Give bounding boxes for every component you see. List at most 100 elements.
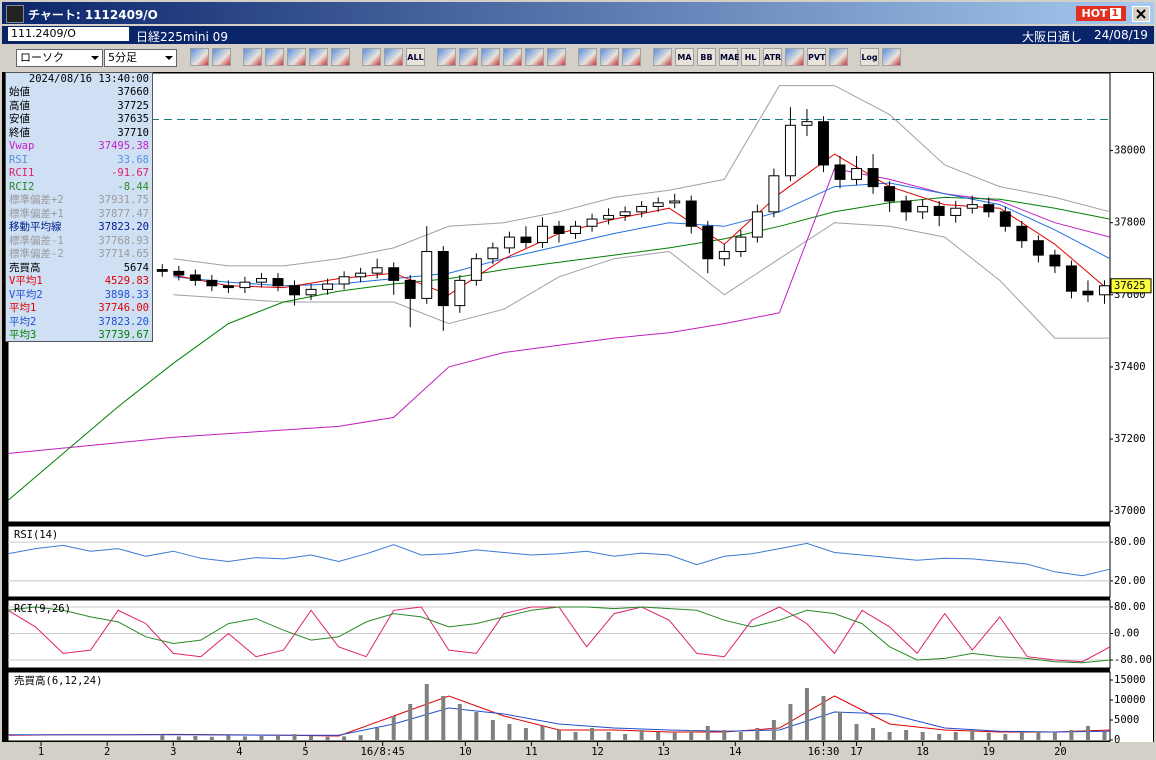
candle-body bbox=[999, 211, 1011, 227]
y-tick-label: 37400 bbox=[1114, 361, 1146, 373]
x-tick-label: 11 bbox=[525, 746, 538, 758]
volume-bar bbox=[540, 726, 545, 740]
info-label: 平均2 bbox=[9, 315, 37, 328]
close-button[interactable] bbox=[1132, 6, 1150, 22]
info-value: 37725 bbox=[117, 99, 149, 112]
tool-button[interactable]: ALL bbox=[406, 48, 425, 66]
tool-button[interactable] bbox=[287, 48, 306, 66]
tool-button[interactable] bbox=[243, 48, 262, 66]
separator bbox=[851, 48, 857, 66]
symbol-input[interactable]: 111.2409/O bbox=[8, 27, 129, 41]
x-tick-label: 18 bbox=[916, 746, 929, 758]
hot-label: HOT bbox=[1081, 7, 1108, 20]
tool-button[interactable] bbox=[547, 48, 566, 66]
tool-button[interactable] bbox=[265, 48, 284, 66]
candle-body bbox=[1016, 225, 1028, 242]
tool-button[interactable] bbox=[882, 48, 901, 66]
interval-select[interactable]: 5分足 bbox=[104, 49, 177, 67]
volume-bar bbox=[672, 732, 677, 740]
volume-bar bbox=[292, 734, 297, 740]
tool-button[interactable] bbox=[212, 48, 231, 66]
tool-button[interactable] bbox=[190, 48, 209, 66]
panel-title: RSI(14) bbox=[14, 529, 58, 541]
tool-button[interactable] bbox=[653, 48, 672, 66]
info-label: 終値 bbox=[9, 126, 30, 139]
tool-button[interactable] bbox=[331, 48, 350, 66]
instrument-name: 日経225mini 09 bbox=[136, 30, 228, 44]
app-icon bbox=[6, 5, 24, 23]
volume-bar bbox=[689, 730, 694, 740]
y-tick-label: 37000 bbox=[1114, 505, 1146, 517]
tool-button[interactable]: Log bbox=[860, 48, 879, 66]
tool-button[interactable] bbox=[481, 48, 500, 66]
overlay-line bbox=[8, 707, 1111, 736]
candle-body bbox=[884, 186, 896, 202]
info-row: 平均2 37823.20 bbox=[9, 316, 149, 330]
tool-button[interactable] bbox=[459, 48, 478, 66]
tool-button[interactable]: BB bbox=[697, 48, 716, 66]
volume-bar bbox=[1052, 732, 1057, 740]
volume-bar bbox=[457, 704, 462, 740]
tool-button[interactable] bbox=[600, 48, 619, 66]
indicator-line bbox=[7, 606, 1111, 664]
info-value: -8.44 bbox=[117, 180, 149, 193]
overlay-line bbox=[173, 85, 1111, 267]
candle-body bbox=[189, 274, 201, 281]
info-row: 平均3 37739.67 bbox=[9, 329, 149, 343]
tool-button[interactable] bbox=[362, 48, 381, 66]
volume-bar bbox=[986, 732, 991, 740]
info-row: V平均1 4529.83 bbox=[9, 275, 149, 289]
info-value: 37877.47 bbox=[98, 207, 149, 220]
info-label: V平均2 bbox=[9, 288, 43, 301]
info-value: 37768.93 bbox=[98, 234, 149, 247]
tool-button[interactable] bbox=[309, 48, 328, 66]
volume-bar bbox=[557, 730, 561, 740]
tool-button[interactable]: MA bbox=[675, 48, 694, 66]
volume-bar bbox=[904, 730, 909, 740]
tool-button[interactable] bbox=[622, 48, 641, 66]
tool-button[interactable] bbox=[785, 48, 804, 66]
tool-button[interactable] bbox=[384, 48, 403, 66]
volume-bar bbox=[242, 736, 247, 740]
info-label: 標準偏差-2 bbox=[9, 248, 64, 260]
y-tick-label: -80.00 bbox=[1114, 654, 1152, 666]
x-tick-label: 16:30 bbox=[808, 746, 840, 758]
volume-bar bbox=[871, 728, 876, 740]
candle-body bbox=[1065, 265, 1077, 292]
panel bbox=[7, 72, 1111, 523]
volume-bar bbox=[1069, 730, 1074, 740]
tool-button[interactable] bbox=[578, 48, 597, 66]
x-tick-label: 5 bbox=[302, 746, 308, 758]
info-value: 37823.20 bbox=[98, 315, 149, 328]
tool-button[interactable] bbox=[503, 48, 522, 66]
x-axis-area bbox=[2, 742, 1154, 758]
candle-body bbox=[338, 276, 350, 285]
info-timestamp: 2024/08/16 13:40:00 bbox=[28, 73, 149, 85]
volume-bar bbox=[656, 732, 661, 740]
tool-button[interactable] bbox=[829, 48, 848, 66]
panel bbox=[7, 525, 1111, 598]
volume-bar bbox=[970, 730, 975, 740]
volume-bar bbox=[1085, 726, 1090, 740]
volume-bar bbox=[474, 712, 479, 740]
volume-bar bbox=[755, 728, 760, 740]
candle-body bbox=[801, 121, 813, 126]
tool-button[interactable]: ATR bbox=[763, 48, 782, 66]
exchange: 大阪日通し bbox=[1022, 30, 1083, 44]
tool-button[interactable] bbox=[437, 48, 456, 66]
hot-button[interactable]: HOT 1 bbox=[1076, 6, 1126, 21]
tool-button[interactable] bbox=[525, 48, 544, 66]
info-label: 標準偏差+2 bbox=[9, 194, 64, 206]
chart-type-select[interactable]: ローソク bbox=[16, 49, 103, 67]
tool-button[interactable]: HL bbox=[741, 48, 760, 66]
info-label: 高値 bbox=[9, 99, 30, 112]
candle-body bbox=[818, 121, 829, 166]
info-value: -91.67 bbox=[111, 167, 149, 179]
info-row: 標準偏差+1 37877.47 bbox=[9, 208, 149, 222]
tool-button[interactable]: MAE bbox=[719, 48, 740, 66]
candle-body bbox=[289, 285, 300, 296]
tool-button[interactable]: PVT bbox=[807, 48, 826, 66]
info-value: 37660 bbox=[117, 86, 149, 98]
info-label: Vwap bbox=[9, 140, 35, 152]
volume-bar bbox=[226, 735, 231, 740]
